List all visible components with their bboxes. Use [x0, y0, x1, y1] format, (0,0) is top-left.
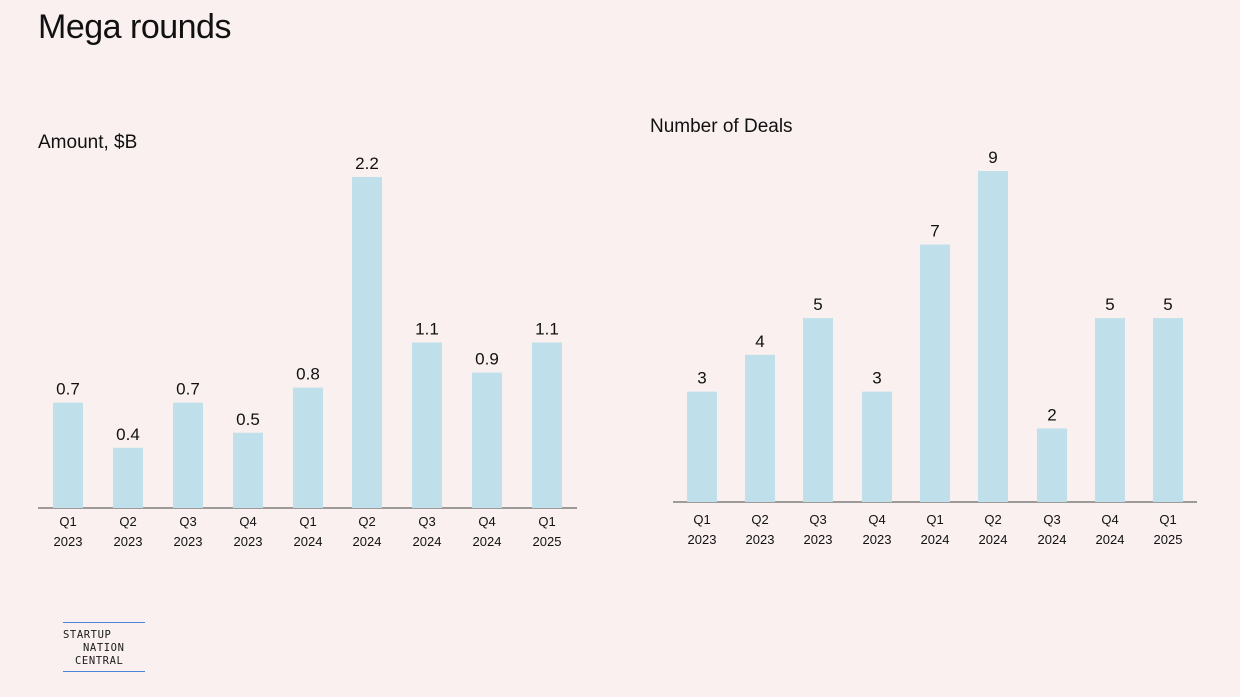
amount-bar: [352, 177, 382, 508]
deals-bar: [978, 171, 1008, 502]
amount-tick-year: 2023: [174, 534, 203, 549]
logo-line-nation: NATION: [83, 642, 125, 654]
deals-bar: [745, 354, 775, 502]
amount-bar-chart: 0.7 Q1 2023 0.4 Q2 2023 0.7 Q3 2023 0.5 Q4 2023 0.8 Q…: [38, 154, 577, 549]
logo-line-central: CENTRAL: [75, 655, 124, 667]
amount-tick-quarter: Q4: [239, 514, 256, 529]
deals-tick-quarter: Q2: [751, 512, 768, 527]
deals-bar: [1095, 318, 1125, 502]
amount-data-label: 0.9: [475, 350, 499, 369]
deals-bar-chart: 3 Q1 2023 4 Q2 2023 5 Q3 2023 3 Q4 2023 7 Q1 2024 9 Q2 20…: [673, 148, 1197, 547]
deals-tick-year: 2023: [746, 532, 775, 547]
deals-data-label: 4: [755, 332, 764, 351]
deals-tick-quarter: Q1: [1159, 512, 1176, 527]
amount-data-label: 0.4: [116, 425, 140, 444]
deals-tick-year: 2024: [1038, 532, 1067, 547]
amount-tick-year: 2024: [473, 534, 502, 549]
deals-chart-title: Number of Deals: [650, 116, 793, 137]
deals-data-label: 5: [1163, 295, 1172, 314]
amount-tick-quarter: Q4: [478, 514, 495, 529]
deals-bar: [1037, 428, 1067, 502]
startup-nation-central-logo: STARTUP NATION CENTRAL: [63, 622, 145, 672]
deals-bar: [803, 318, 833, 502]
amount-tick-quarter: Q2: [119, 514, 136, 529]
deals-tick-year: 2023: [688, 532, 717, 547]
deals-bar: [920, 244, 950, 503]
amount-bar: [412, 342, 442, 508]
deals-data-label: 5: [813, 295, 822, 314]
deals-data-label: 9: [988, 148, 997, 167]
amount-chart-title: Amount, $B: [38, 132, 138, 153]
deals-tick-year: 2024: [1096, 532, 1125, 547]
deals-tick-year: 2024: [979, 532, 1008, 547]
amount-bar: [233, 432, 263, 508]
amount-data-label: 0.7: [56, 380, 80, 399]
deals-tick-quarter: Q2: [984, 512, 1001, 527]
amount-tick-quarter: Q1: [299, 514, 316, 529]
amount-bar: [173, 402, 203, 508]
deals-bar: [862, 391, 892, 502]
deals-tick-quarter: Q4: [1101, 512, 1118, 527]
amount-data-label: 0.8: [296, 365, 320, 384]
deals-data-label: 3: [872, 369, 881, 388]
page-title: Mega rounds: [38, 8, 231, 46]
amount-tick-year: 2024: [413, 534, 442, 549]
amount-tick-quarter: Q1: [59, 514, 76, 529]
deals-tick-quarter: Q3: [1043, 512, 1060, 527]
amount-tick-quarter: Q2: [358, 514, 375, 529]
deals-data-label: 5: [1105, 295, 1114, 314]
deals-tick-year: 2024: [921, 532, 950, 547]
deals-tick-year: 2023: [804, 532, 833, 547]
deals-bar: [687, 391, 717, 502]
deals-tick-quarter: Q3: [809, 512, 826, 527]
amount-tick-quarter: Q3: [418, 514, 435, 529]
amount-tick-year: 2024: [294, 534, 323, 549]
amount-tick-quarter: Q1: [538, 514, 555, 529]
amount-bar: [113, 447, 143, 508]
logo-line-startup: STARTUP: [63, 629, 112, 641]
amount-bar: [293, 387, 323, 508]
deals-tick-year: 2025: [1154, 532, 1183, 547]
amount-data-label: 2.2: [355, 154, 379, 173]
deals-data-label: 7: [930, 222, 939, 241]
amount-bar: [53, 402, 83, 508]
amount-data-label: 1.1: [415, 320, 439, 339]
amount-data-label: 0.7: [176, 380, 200, 399]
amount-tick-quarter: Q3: [179, 514, 196, 529]
deals-bar: [1153, 318, 1183, 502]
deals-tick-quarter: Q1: [926, 512, 943, 527]
amount-data-label: 1.1: [535, 320, 559, 339]
deals-tick-year: 2023: [863, 532, 892, 547]
amount-data-label: 0.5: [236, 410, 260, 429]
amount-bar: [472, 372, 502, 508]
amount-tick-year: 2025: [533, 534, 562, 549]
amount-tick-year: 2023: [54, 534, 83, 549]
deals-tick-quarter: Q4: [868, 512, 885, 527]
amount-tick-year: 2023: [234, 534, 263, 549]
deals-data-label: 2: [1047, 405, 1056, 424]
deals-tick-quarter: Q1: [693, 512, 710, 527]
amount-bar: [532, 342, 562, 508]
amount-tick-year: 2023: [114, 534, 143, 549]
amount-tick-year: 2024: [353, 534, 382, 549]
deals-data-label: 3: [697, 369, 706, 388]
